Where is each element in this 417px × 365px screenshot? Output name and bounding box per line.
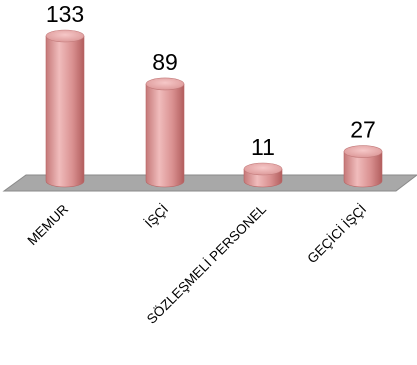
- bar-top: [243, 162, 283, 176]
- bar-top: [343, 145, 383, 158]
- bar: [145, 77, 185, 188]
- bar: [343, 145, 383, 188]
- category-label: İŞÇİ: [142, 202, 171, 231]
- value-labels-layer: 133 89 11 27: [46, 1, 376, 160]
- category-label: MEMUR: [24, 201, 71, 248]
- category-label: GEÇİCİ İŞÇİ: [304, 202, 369, 267]
- value-label: 11: [251, 134, 275, 160]
- bar-body: [45, 35, 85, 188]
- bar-top: [145, 77, 185, 91]
- bar: [45, 29, 85, 188]
- chart-floor: [2, 174, 417, 192]
- bar: [243, 162, 283, 188]
- value-label: 89: [152, 49, 178, 75]
- bar-body: [145, 83, 185, 188]
- bar-top: [45, 29, 85, 43]
- value-label: 133: [46, 1, 84, 27]
- bar-body: [343, 151, 383, 188]
- value-label: 27: [350, 117, 376, 143]
- bars-layer: [45, 29, 383, 188]
